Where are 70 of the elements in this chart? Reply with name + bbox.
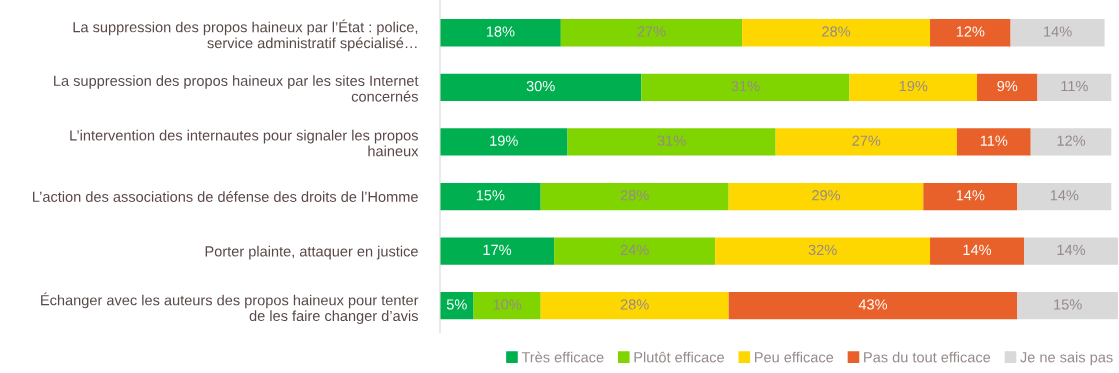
y-tick-label: Échanger avec les auteurs des propos haineux pour tenter de les faire changer d’avis xyxy=(41,292,419,324)
data-label: 28% xyxy=(620,299,649,310)
bar xyxy=(1017,292,1118,320)
bar xyxy=(567,128,776,156)
data-label: 27% xyxy=(852,135,881,146)
data-label: 27% xyxy=(637,26,666,37)
data-label: 19% xyxy=(490,135,518,146)
y-tick-label: La suppression des propos haineux par l’État : police, service administratif spécialisé… xyxy=(73,19,418,52)
y-tick-label: La suppression des propos haineux par les sites Internet concernés xyxy=(54,75,419,102)
bar xyxy=(742,19,931,47)
data-label: 14% xyxy=(1044,26,1072,37)
bar xyxy=(540,182,729,211)
bar xyxy=(930,237,1025,265)
bar xyxy=(440,182,541,211)
data-label: 19% xyxy=(899,80,928,92)
bar xyxy=(849,73,978,101)
data-label: 28% xyxy=(620,190,649,201)
data-label: 18% xyxy=(486,26,515,37)
data-label: 43% xyxy=(858,299,888,310)
bar xyxy=(641,73,850,101)
data-label: 29% xyxy=(812,190,841,201)
data-label: 17% xyxy=(483,244,512,255)
bar xyxy=(473,292,541,320)
y-tick-label: Porter plainte, attaquer en justice xyxy=(205,245,418,260)
data-label: 14% xyxy=(963,244,992,255)
bar xyxy=(554,237,716,265)
data-label: 12% xyxy=(956,26,985,37)
legend-label: Pas du tout efficace xyxy=(864,351,991,363)
data-label: 14% xyxy=(956,190,985,201)
y-tick-label: L’action des associations de défense des droits de l’Homme xyxy=(33,191,418,202)
data-label: 15% xyxy=(476,190,505,201)
bar xyxy=(440,73,642,101)
bar xyxy=(1030,128,1112,156)
data-label: 12% xyxy=(1057,135,1086,146)
bar xyxy=(1024,237,1118,265)
bar xyxy=(930,19,1011,47)
bar xyxy=(923,182,1018,211)
bar xyxy=(560,19,743,47)
bar xyxy=(1010,19,1105,47)
bar xyxy=(977,73,1038,101)
bar xyxy=(440,19,561,47)
y-tick-label: L’intervention des internautes pour signaler les propos haineux xyxy=(70,129,419,157)
bar xyxy=(1037,73,1112,101)
data-label: 14% xyxy=(1057,244,1086,255)
data-label: 31% xyxy=(731,80,760,92)
bar xyxy=(728,292,1018,320)
bar xyxy=(715,237,931,265)
bar xyxy=(440,237,555,265)
data-label: 5% xyxy=(446,299,467,310)
data-label: 30% xyxy=(526,80,555,92)
legend-label: Je ne sais pas xyxy=(1020,351,1113,366)
data-label: 11% xyxy=(1061,81,1088,92)
data-label: 32% xyxy=(808,244,837,256)
data-label: 9% xyxy=(997,80,1018,92)
bar xyxy=(775,128,957,156)
bar xyxy=(956,128,1031,156)
legend-label: Peu efficace xyxy=(754,351,834,363)
legend-label: Plutôt efficace xyxy=(634,351,724,363)
bar xyxy=(1017,182,1112,211)
data-label: 24% xyxy=(620,244,649,255)
data-label: 28% xyxy=(822,26,851,37)
data-label: 31% xyxy=(657,135,686,146)
bar xyxy=(728,182,924,211)
data-label: 14% xyxy=(1050,190,1079,201)
bar xyxy=(440,128,568,156)
data-label: 10% xyxy=(493,299,522,310)
data-label: 15% xyxy=(1054,299,1082,310)
bar xyxy=(540,292,729,320)
data-label: 11% xyxy=(980,135,1008,146)
legend-label: Très efficace xyxy=(521,351,604,363)
